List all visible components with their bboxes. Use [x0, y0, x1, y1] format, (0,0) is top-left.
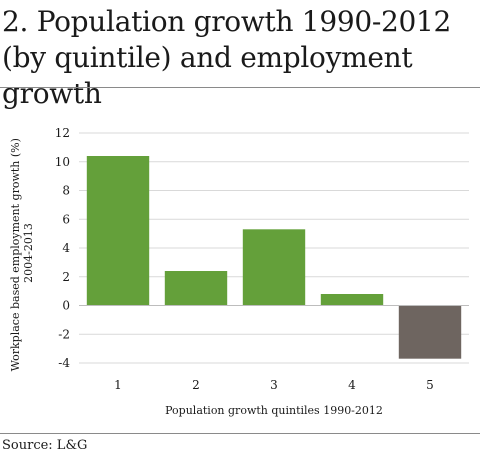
bar-quintile-1: [86, 156, 150, 306]
x-tick-label: 5: [426, 378, 434, 392]
bars: [86, 156, 462, 359]
y-tick-label: 4: [62, 241, 70, 255]
y-axis-label: Workplace based employment growth (%) 20…: [9, 135, 35, 372]
y-tick-label: 6: [62, 212, 70, 226]
y-tick-label: 12: [55, 126, 70, 140]
bar-quintile-3: [242, 229, 306, 306]
bar-quintile-4: [320, 294, 384, 306]
x-tick-label: 1: [114, 378, 122, 392]
y-tick-label: 10: [55, 155, 70, 169]
y-tick-label: 2: [62, 270, 70, 284]
bar-quintile-5: [398, 305, 462, 359]
source-note: Source: L&G: [2, 438, 88, 453]
bar-quintile-2: [164, 271, 228, 306]
y-axis-label-line-2: 2004-2013: [22, 223, 35, 283]
y-axis-ticks: 12 10 8 6 4 2 0 -2 -4: [55, 126, 71, 370]
footer-divider: [0, 433, 480, 434]
chart-title: 2. Population growth 1990-2012 (by quint…: [2, 5, 452, 110]
y-tick-label: 8: [62, 184, 70, 198]
y-axis-label-line-1: Workplace based employment growth (%): [9, 138, 22, 371]
y-tick-label: -2: [58, 327, 70, 341]
title-divider: [0, 87, 480, 88]
x-tick-label: 2: [192, 378, 200, 392]
x-axis-ticks: 1 2 3 4 5: [114, 378, 434, 392]
x-tick-label: 4: [348, 378, 356, 392]
y-tick-label: -4: [58, 356, 70, 370]
x-tick-label: 3: [270, 378, 278, 392]
x-axis-label: Population growth quintiles 1990-2012: [165, 404, 383, 417]
y-tick-label: 0: [62, 299, 70, 313]
